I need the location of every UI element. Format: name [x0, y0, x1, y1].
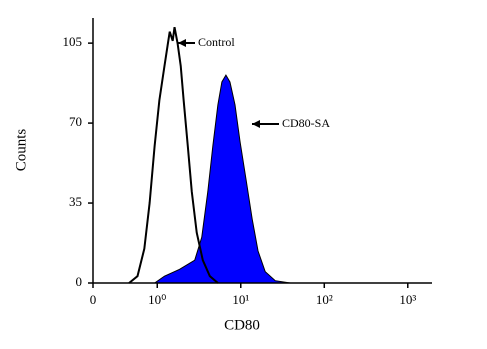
histogram-area — [128, 26, 219, 284]
y-tick-label: 105 — [63, 34, 83, 49]
x-tick-label: 10³ — [399, 292, 416, 307]
x-tick-label: 10¹ — [232, 292, 249, 307]
x-tick-label: 10² — [316, 292, 333, 307]
series-label: Control — [198, 35, 235, 49]
y-axis-label: Counts — [13, 129, 29, 172]
annotation-arrowhead — [252, 120, 260, 128]
histogram-area — [153, 74, 291, 284]
y-tick-label: 70 — [69, 114, 82, 129]
series-label: CD80-SA — [282, 116, 330, 130]
x-tick-label: 10⁰ — [148, 292, 166, 307]
y-tick-label: 0 — [76, 274, 83, 289]
x-tick-label: 0 — [90, 292, 97, 307]
x-axis-label: CD80 — [224, 317, 260, 333]
annotation-arrowhead — [178, 39, 186, 47]
y-tick-label: 35 — [69, 194, 82, 209]
